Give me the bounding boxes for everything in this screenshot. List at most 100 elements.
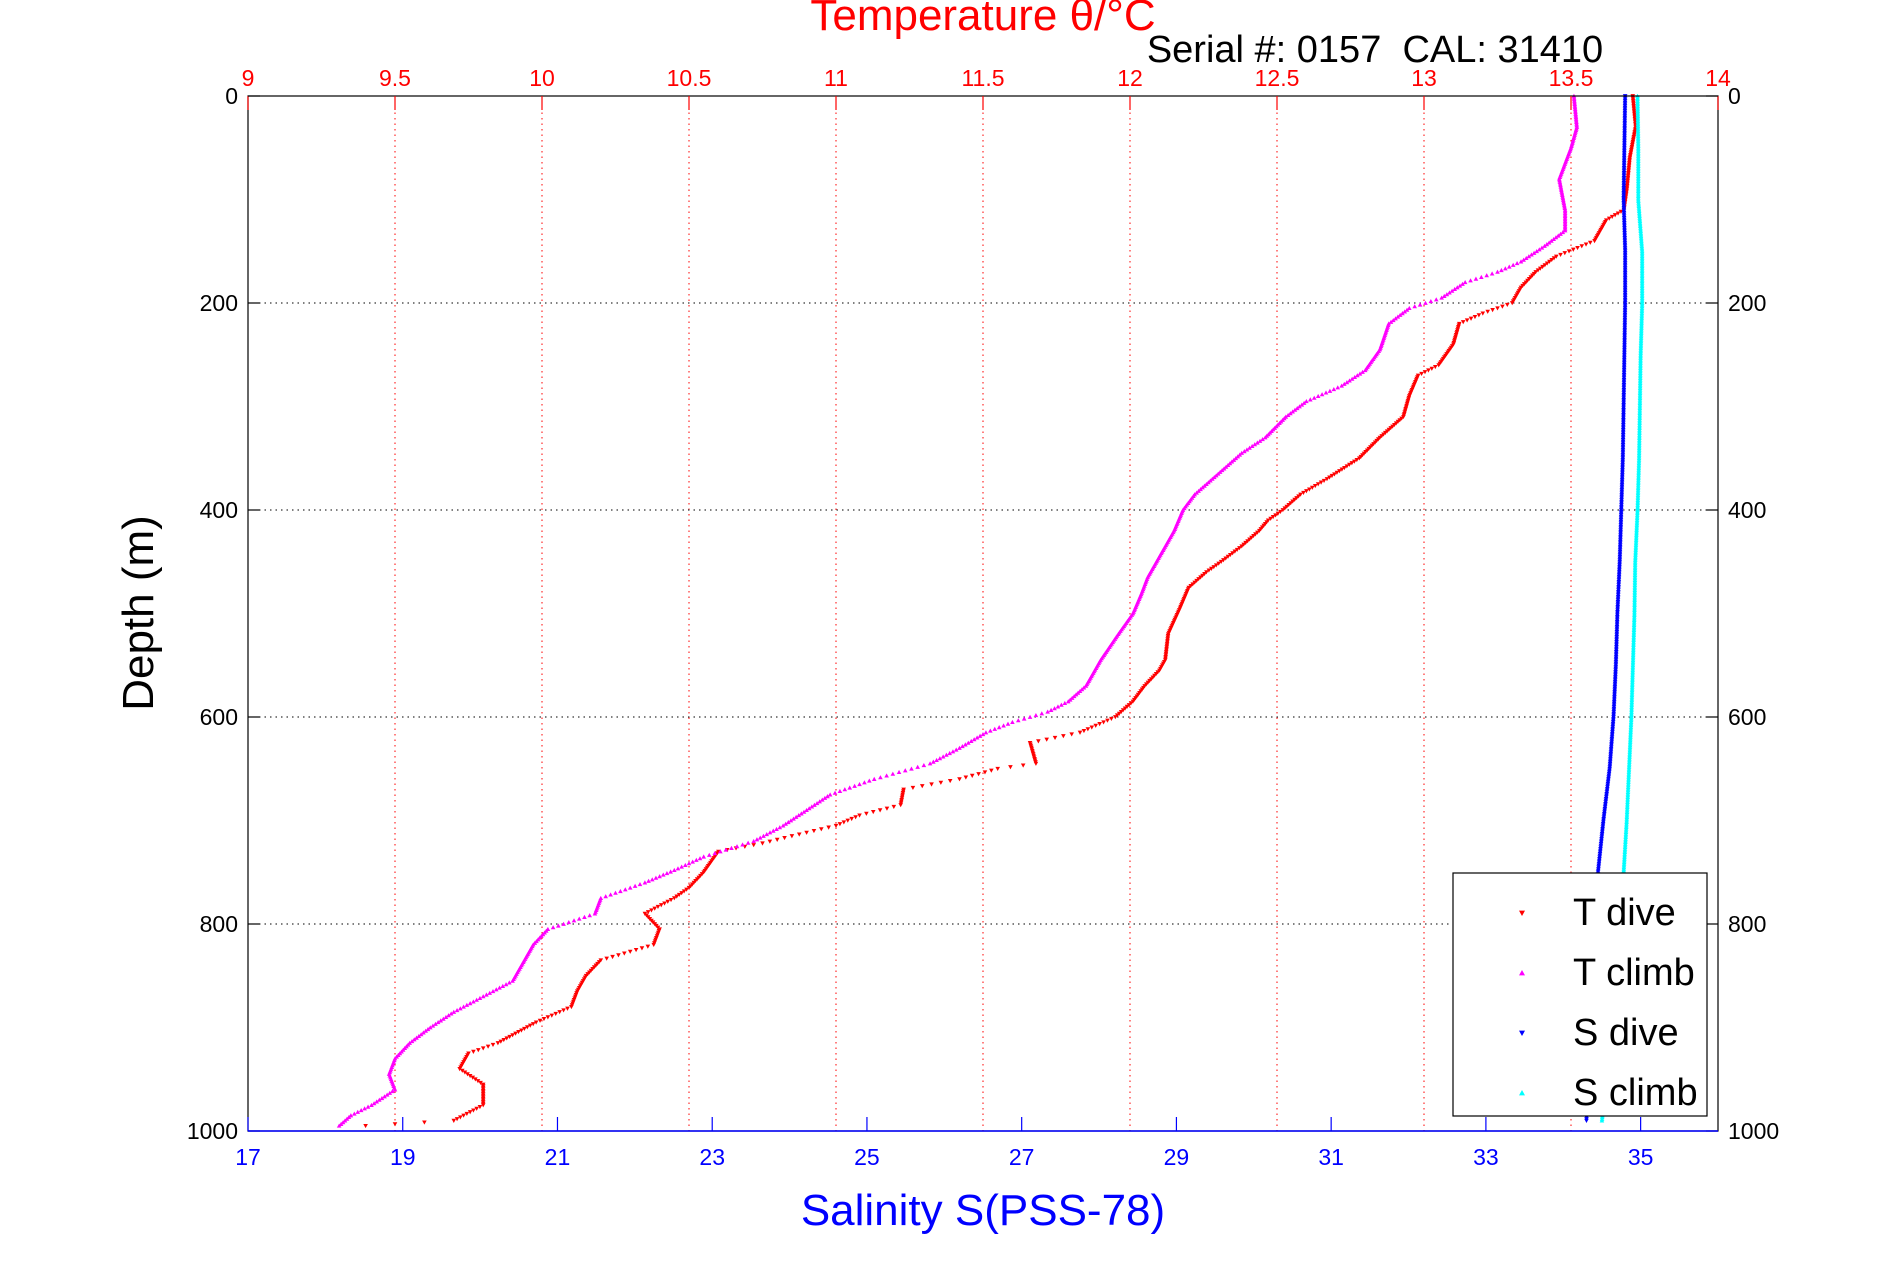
data-point-t-climb [1558,183,1563,188]
data-point-t-dive [622,951,627,956]
data-point-t-climb [427,1025,433,1030]
data-point-t-dive [537,1018,543,1023]
salinity-tick-label: 29 [1164,1144,1190,1170]
data-point-t-climb [1219,468,1225,473]
data-point-t-climb [392,1087,398,1092]
data-point-t-climb [761,833,766,838]
data-point-t-climb [723,847,729,852]
data-point-t-dive [686,885,692,891]
data-point-t-dive [1535,268,1541,273]
data-point-t-dive [1537,266,1543,271]
data-point-t-climb [490,988,496,994]
data-point-t-climb [358,1108,364,1113]
data-point-t-climb [550,925,556,930]
data-point-t-dive [1312,484,1318,489]
data-point-t-climb [1556,176,1562,181]
data-point-t-dive [1101,720,1106,725]
data-point-t-dive [1301,490,1306,496]
data-point-t-climb [819,797,825,802]
data-point-t-dive [454,1117,460,1122]
depth-tick-label-right: 600 [1728,704,1766,730]
data-point-t-climb [1048,707,1054,712]
data-point-t-dive [451,1118,457,1123]
data-point-t-climb [1560,192,1565,197]
data-point-t-dive [1044,737,1049,742]
data-point-t-dive [898,803,903,808]
data-point-t-climb [1323,390,1329,395]
data-point-t-climb [706,852,712,857]
data-point-t-climb [974,735,980,740]
data-point-t-climb [1065,699,1071,704]
data-point-t-climb [957,745,962,750]
bottom-axis-title: Salinity S(PSS-78) [801,1186,1165,1235]
temperature-tick-label: 9.5 [379,65,411,91]
data-point-t-dive [853,815,858,820]
data-point-t-climb [862,780,867,785]
data-point-t-climb [1204,481,1209,486]
data-point-t-dive [1270,515,1276,520]
data-point-t-dive [1436,363,1441,368]
data-point-t-dive [1232,549,1238,554]
data-point-t-climb [1407,305,1412,311]
data-point-t-climb [1558,184,1564,189]
data-point-t-climb [1460,281,1465,286]
data-point-t-climb [1560,229,1566,235]
data-point-t-climb [1499,267,1504,273]
data-point-t-dive [1321,478,1327,483]
data-point-t-climb [780,823,786,828]
data-point-t-dive [1237,546,1242,551]
data-point-t-climb [387,1090,393,1095]
data-point-t-dive [1347,462,1352,467]
data-point-t-dive [610,954,615,960]
data-point-t-climb [675,866,681,871]
data-point-t-climb [556,923,561,928]
data-point-t-climb [1561,199,1566,204]
data-point-t-dive [1081,728,1087,734]
data-point-t-climb [487,990,493,995]
data-point-t-dive [498,1039,504,1044]
data-point-t-dive [1592,239,1597,244]
data-point-t-dive [845,818,851,823]
data-point-t-dive [676,892,682,897]
data-point-t-dive [1227,553,1233,558]
data-point-t-dive [857,813,862,818]
data-point-t-climb [937,756,943,761]
data-point-t-climb [1546,240,1552,245]
data-point-t-dive [541,1017,547,1022]
data-point-t-dive [1036,739,1041,744]
data-point-t-dive [1575,245,1580,251]
data-point-t-dive [674,894,680,899]
data-point-t-climb [1514,261,1520,266]
data-point-t-climb [1362,367,1368,373]
data-point-t-dive [767,839,773,844]
data-point-t-dive [1268,516,1273,521]
data-point-t-climb [1067,697,1073,702]
data-point-t-climb [1237,452,1243,457]
data-point-t-climb [847,785,853,790]
data-point-t-climb [1244,447,1250,452]
data-point-t-climb [777,825,783,830]
data-point-t-dive [480,1103,486,1108]
data-point-t-dive [947,778,953,784]
data-point-t-climb [686,861,692,866]
data-point-t-dive [1089,725,1095,730]
data-point-t-dive [549,1013,555,1018]
data-point-t-dive [1218,559,1224,565]
data-point-t-climb [500,983,506,988]
data-point-t-climb [477,995,483,1001]
data-point-t-climb [1562,204,1567,209]
data-point-t-dive [1318,480,1324,485]
data-point-t-climb [683,862,688,867]
data-point-t-dive [1426,368,1431,373]
data-point-t-climb [1010,719,1015,725]
data-point-t-climb [1315,393,1321,398]
data-point-t-climb [1506,264,1512,269]
data-point-t-climb [664,870,670,876]
data-point-t-dive [1490,308,1495,313]
data-point-t-climb [931,759,936,764]
data-point-t-climb [694,857,699,862]
data-point-t-climb [927,761,933,766]
data-point-t-climb [642,880,648,885]
data-point-t-dive [480,1046,486,1051]
data-point-t-climb [338,1121,344,1126]
